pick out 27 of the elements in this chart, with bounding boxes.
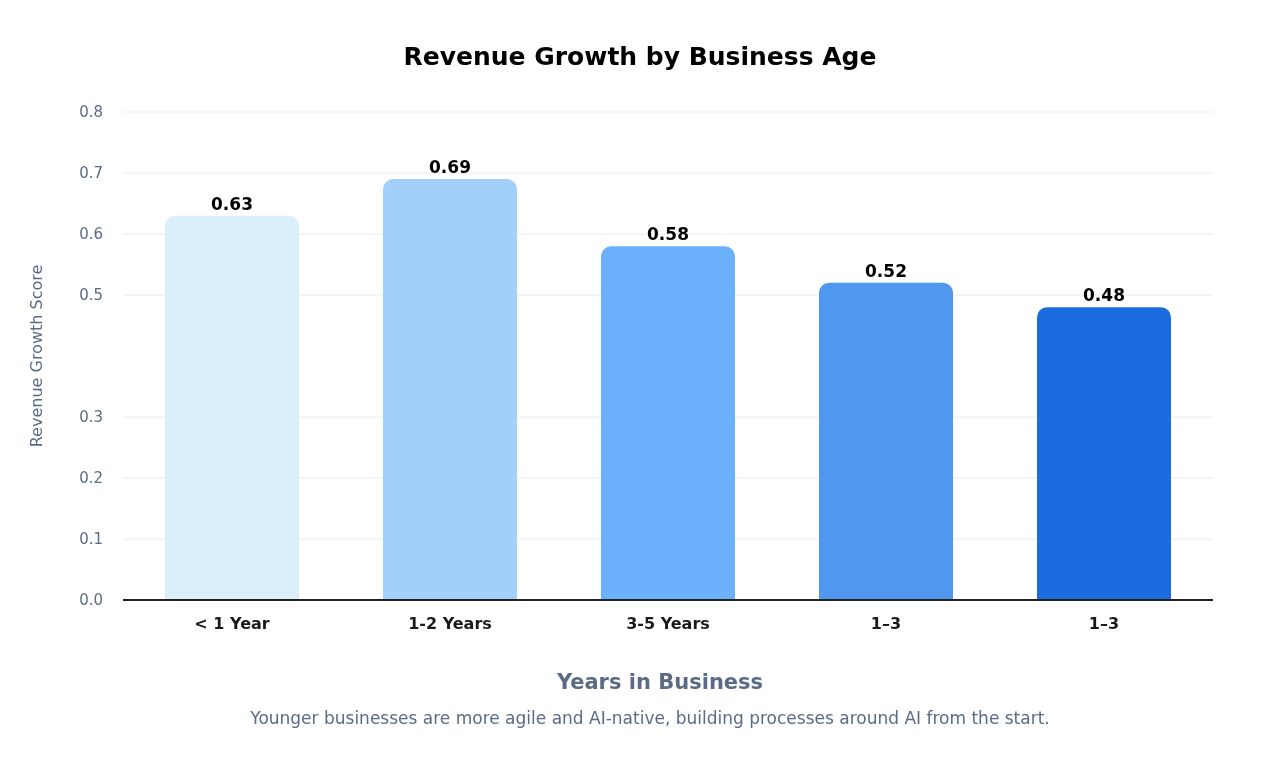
- bar: [819, 282, 953, 600]
- data-label: 0.48: [1083, 285, 1125, 306]
- y-tick-label: 0.6: [79, 225, 103, 244]
- data-label: 0.63: [211, 193, 253, 214]
- y-tick-label: 0.8: [79, 103, 103, 122]
- x-tick-label: 1–3: [1088, 614, 1120, 634]
- y-tick-label: 0.1: [79, 530, 103, 549]
- x-tick-label: 1–3: [870, 614, 902, 634]
- y-tick-label: 0.2: [79, 469, 103, 488]
- data-label: 0.69: [429, 157, 471, 178]
- data-label: 0.52: [865, 260, 907, 281]
- x-tick-label: < 1 Year: [194, 614, 270, 634]
- bar: [1037, 307, 1171, 600]
- y-tick-label: 0.3: [79, 408, 103, 427]
- bar: [383, 179, 517, 600]
- x-axis-title: Years in Business: [555, 670, 765, 694]
- chart-title: Revenue Growth by Business Age: [402, 41, 878, 73]
- y-tick-label: 0.7: [79, 164, 103, 183]
- x-tick-label: 1-2 Years: [408, 614, 492, 634]
- bar: [165, 215, 299, 600]
- y-tick-label: 0.5: [79, 286, 103, 305]
- y-axis-title: Revenue Growth Score: [26, 264, 46, 448]
- data-label: 0.58: [647, 224, 689, 245]
- bar: [601, 246, 735, 600]
- x-tick-label: 3-5 Years: [626, 614, 710, 634]
- y-tick-label: 0.0: [79, 591, 103, 610]
- text: Younger businesses are more agile and AI-native, building processes around AI from the start.: [249, 708, 1051, 728]
